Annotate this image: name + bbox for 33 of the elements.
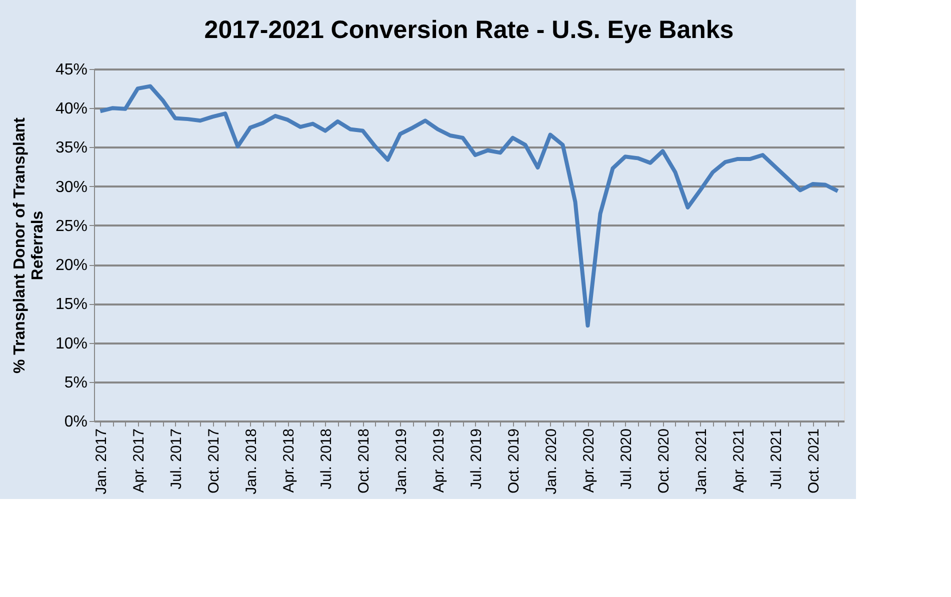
y-axis-title: % Transplant Donor of Transplant Referrals <box>11 116 46 374</box>
x-tick-label: Jan. 2021 <box>692 428 710 494</box>
y-tick-label: 45% <box>55 62 88 78</box>
x-tick-label: Jul. 2017 <box>168 428 185 490</box>
y-tick-label: 25% <box>55 218 88 235</box>
x-tick-label: Apr. 2017 <box>130 428 148 493</box>
x-tick-label: Apr. 2019 <box>430 428 448 493</box>
x-tick-label: Oct. 2018 <box>355 428 372 494</box>
x-tick-label: Jan. 2019 <box>392 428 410 494</box>
x-tick-label: Apr. 2021 <box>730 428 748 493</box>
x-tick-label: Jul. 2021 <box>768 428 785 490</box>
x-tick-label: Jan. 2020 <box>542 428 560 494</box>
y-tick-label: 10% <box>55 335 88 352</box>
x-tick-label: Jul. 2018 <box>318 428 335 490</box>
x-tick-label: Apr. 2018 <box>280 428 298 493</box>
x-tick-label: Jan. 2018 <box>242 428 260 494</box>
y-tick-label: 30% <box>55 178 88 196</box>
x-tick-label: Jan. 2017 <box>92 428 110 494</box>
line-series <box>98 84 840 328</box>
y-tick-label: 40% <box>55 100 88 118</box>
y-tick-label: 20% <box>55 257 88 274</box>
y-tick-label: 15% <box>55 296 88 314</box>
y-tick-label: 35% <box>55 140 88 157</box>
chart-title: 2017-2021 Conversion Rate - U.S. Eye Banks <box>204 16 734 44</box>
x-tick-label: Oct. 2021 <box>805 428 822 494</box>
x-tick-label: Apr. 2020 <box>580 428 598 493</box>
x-tick-label: Oct. 2017 <box>205 428 222 494</box>
y-tick-label: 0% <box>64 414 88 430</box>
y-tick-label: 5% <box>64 374 88 392</box>
x-tick-label: Jul. 2019 <box>468 428 485 490</box>
x-tick-label: Oct. 2019 <box>505 428 522 494</box>
x-tick-label: Jul. 2020 <box>618 428 635 490</box>
x-tick-label: Oct. 2020 <box>655 428 672 494</box>
